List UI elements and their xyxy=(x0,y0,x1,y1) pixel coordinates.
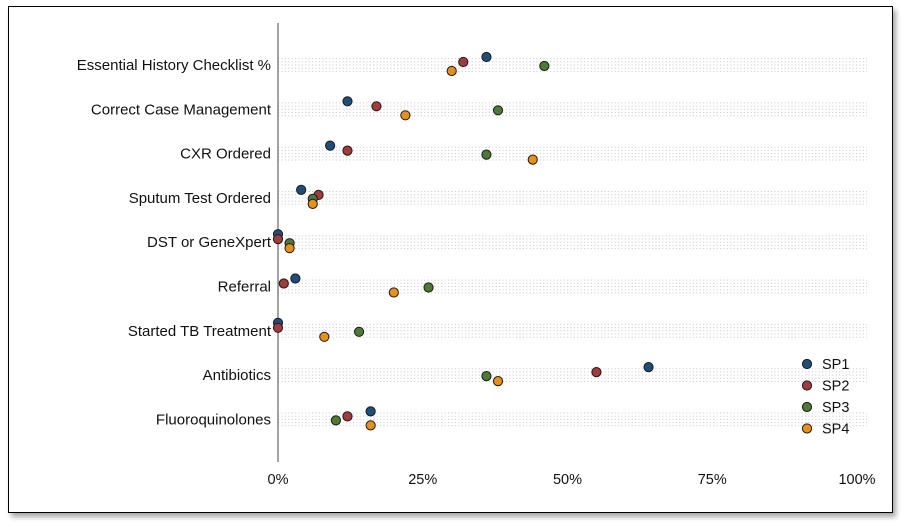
x-tick-label: 100% xyxy=(838,472,875,488)
data-point-sp4 xyxy=(388,287,399,298)
data-point-sp3 xyxy=(481,371,492,382)
legend-label-sp1: SP1 xyxy=(822,357,849,373)
x-tick-label: 25% xyxy=(408,472,437,488)
category-label: Started TB Treatment xyxy=(128,323,272,340)
data-point-sp2 xyxy=(272,322,284,333)
category-label: Essential History Checklist % xyxy=(77,57,271,74)
data-point-sp1 xyxy=(296,184,307,195)
legend-label-sp3: SP3 xyxy=(822,400,849,416)
data-point-sp2 xyxy=(272,234,284,245)
data-point-sp3 xyxy=(353,326,365,337)
data-point-sp4 xyxy=(307,198,318,209)
data-point-sp2 xyxy=(458,56,469,68)
data-point-sp3 xyxy=(330,415,341,426)
data-point-sp2 xyxy=(371,101,382,112)
data-point-sp4 xyxy=(527,154,538,165)
data-point-sp1 xyxy=(342,96,353,107)
data-point-sp1 xyxy=(481,51,492,63)
legend-label-sp4: SP4 xyxy=(822,422,849,438)
data-point-sp1 xyxy=(643,362,654,373)
data-point-sp4 xyxy=(284,243,295,254)
data-point-sp2 xyxy=(591,367,602,378)
data-point-sp4 xyxy=(400,110,411,121)
category-label: DST or GeneXpert xyxy=(147,234,272,251)
data-point-sp3 xyxy=(492,105,504,116)
dot-plot-chart: Essential History Checklist % Correct Cas… xyxy=(77,23,876,488)
data-point-sp3 xyxy=(423,282,434,293)
category-label: Antibiotics xyxy=(203,367,271,384)
legend-marker-sp4 xyxy=(801,423,813,434)
legend-label-sp2: SP2 xyxy=(822,379,849,395)
category-label: Referral xyxy=(218,279,271,296)
chart-frame: Essential History Checklist % Correct Cas… xyxy=(8,6,893,513)
data-point-sp4 xyxy=(365,420,376,431)
legend-marker-sp2 xyxy=(801,380,813,391)
data-point-sp1 xyxy=(365,406,376,417)
category-label: Fluoroquinolones xyxy=(156,411,271,428)
legend-marker-sp3 xyxy=(801,401,813,413)
data-point-sp4 xyxy=(319,331,330,342)
data-point-sp4 xyxy=(492,376,504,387)
data-point-sp3 xyxy=(481,149,492,160)
x-tick-label: 50% xyxy=(553,472,582,488)
data-point-sp1 xyxy=(325,140,336,151)
data-point-sp2 xyxy=(278,278,289,289)
x-tick-label: 0% xyxy=(268,472,289,488)
legend-marker-sp1 xyxy=(801,358,813,370)
data-point-sp1 xyxy=(290,273,301,284)
data-point-sp2 xyxy=(342,411,353,422)
data-point-sp3 xyxy=(539,60,550,72)
data-point-sp4 xyxy=(446,65,457,77)
data-point-sp2 xyxy=(342,145,353,156)
x-tick-label: 75% xyxy=(698,472,727,488)
category-label: Sputum Test Ordered xyxy=(129,190,271,207)
category-label: Correct Case Management xyxy=(91,101,272,118)
category-label: CXR Ordered xyxy=(180,146,271,163)
